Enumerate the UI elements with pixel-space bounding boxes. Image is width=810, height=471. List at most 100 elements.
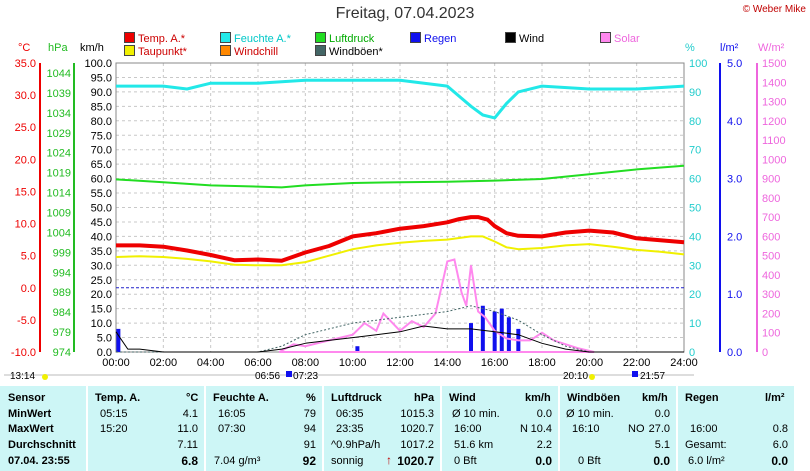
wind-tick-label: 40.0 <box>91 231 112 243</box>
moonrise-time: 07:23 <box>293 371 319 382</box>
temp-tick-label: 15.0 <box>15 186 36 198</box>
rain-tick-label: 3.0 <box>727 174 742 186</box>
x-tick-label: 08:00 <box>292 357 320 369</box>
legend-windboeen: Windböen* <box>315 45 383 58</box>
rain-tick-label: 2.0 <box>727 231 742 243</box>
copyright-label[interactable]: © Weber Mike <box>742 4 806 15</box>
luftdruck-trend: ^0.9hPa/h <box>331 439 381 451</box>
solar-tick-label: 1200 <box>762 116 786 128</box>
solar-line <box>278 258 595 353</box>
regen-head: Regen <box>685 392 719 404</box>
pressure-tick-label: 1014 <box>47 188 71 200</box>
pressure-tick-label: 994 <box>53 267 71 279</box>
feuchte-min-time: 16:05 <box>218 408 246 420</box>
unit-temp: °C <box>18 42 31 54</box>
solar-tick-label: 500 <box>762 251 780 263</box>
wind-tick-label: 80.0 <box>91 116 112 128</box>
feuchte-head: Feuchte A. <box>213 392 269 404</box>
moonrise-icon <box>286 371 292 377</box>
pressure-tick-label: 1044 <box>47 68 71 80</box>
humidity-tick-label: 40 <box>689 231 701 243</box>
temp-min-value: 4.1 <box>182 408 198 420</box>
temp-avg-value: 7.11 <box>177 439 198 451</box>
rain-bar <box>506 317 511 352</box>
wind-tick-label: 55.0 <box>91 188 112 200</box>
legend-temp: Temp. A.* <box>124 32 185 45</box>
x-tick-label: 10:00 <box>339 357 367 369</box>
now-sun-icon <box>42 374 48 380</box>
pressure-tick-label: 1004 <box>47 227 71 239</box>
humidity-tick-label: 20 <box>689 289 701 301</box>
sensor-row-current: 07.04. 23:55 <box>8 455 70 467</box>
sensor-row-max: MaxWert <box>8 423 54 435</box>
timeline-bar <box>4 374 694 376</box>
x-tick-label: 20:00 <box>576 357 604 369</box>
pressure-tick-label: 1034 <box>47 108 71 120</box>
dewpoint-line <box>115 235 685 267</box>
summary-wind-panel <box>442 386 558 471</box>
solar-tick-label: 200 <box>762 308 780 320</box>
x-tick-label: 06:00 <box>244 357 272 369</box>
regen-total-label: Gesamt: <box>685 439 727 451</box>
solar-tick-label: 600 <box>762 231 780 243</box>
x-tick-label: 04:00 <box>197 357 225 369</box>
summary-temp-panel <box>88 386 204 471</box>
temp-tick-label: 35.0 <box>15 58 36 70</box>
humidity-tick-label: 30 <box>689 260 701 272</box>
wind-tick-label: 70.0 <box>91 145 112 157</box>
rain-tick-label: 4.0 <box>727 116 742 128</box>
temp-tick-label: -10.0 <box>11 347 36 359</box>
wind-tick-label: 25.0 <box>91 275 112 287</box>
unit-pressure: hPa <box>48 42 68 54</box>
temp-tick-label: 10.0 <box>15 219 36 231</box>
x-tick-label: 16:00 <box>481 357 509 369</box>
windboeen-line <box>116 305 590 353</box>
wind-tick-label: 30.0 <box>91 260 112 272</box>
windboeen-bft: 0 Bft <box>578 455 601 467</box>
wind-tick-label: 50.0 <box>91 203 112 215</box>
sunrise-time: 06:56 <box>255 371 281 382</box>
solar-tick-label: 400 <box>762 270 780 282</box>
luftdruck-current-value: 1020.7 <box>397 454 434 468</box>
wind-max-value: 10.4 <box>530 423 552 435</box>
luftdruck-forecast: sonnig <box>331 455 364 467</box>
legend-windboeen-label: Windböen* <box>329 46 383 58</box>
wind-distance: 51.6 km <box>454 439 494 451</box>
summary-regen-panel <box>678 386 794 471</box>
humidity-tick-label: 50 <box>689 203 701 215</box>
moonset-time: 21:57 <box>640 371 666 382</box>
wind-tick-label: 75.0 <box>91 130 112 142</box>
windboeen-max-direction: NO <box>628 423 645 435</box>
wind-tick-label: 15.0 <box>91 304 112 316</box>
feuchte-max-value: 94 <box>303 423 316 435</box>
windboeen-avg10-label: Ø 10 min. <box>566 408 614 420</box>
legend-taupunkt-label: Taupunkt* <box>138 46 187 58</box>
pressure-tick-label: 1024 <box>47 148 71 160</box>
wind-avg10-label: Ø 10 min. <box>452 408 500 420</box>
rain-bar <box>469 323 473 352</box>
temp-min-time: 05:15 <box>100 408 128 420</box>
legend-wind: Wind <box>505 32 544 45</box>
legend-swatch-regen <box>410 32 421 43</box>
feuchte-max-time: 07:30 <box>218 423 246 435</box>
windboeen-current-value: 0.0 <box>653 454 670 468</box>
feuchte-abs-humidity: 7.04 g/m³ <box>214 455 261 467</box>
legend-solar: Solar <box>600 32 640 45</box>
wind-avg-value: 2.2 <box>536 439 552 451</box>
legend-windchill: Windchill <box>220 45 278 58</box>
chart-title: Freitag, 07.04.2023 <box>335 5 475 22</box>
temp-max-time: 15:20 <box>100 423 128 435</box>
rain-bar <box>480 305 485 352</box>
rain-tick-label: 5.0 <box>727 58 742 70</box>
unit-rain: l/m² <box>720 42 739 54</box>
legend-regen: Regen <box>410 32 456 45</box>
unit-wind: km/h <box>80 42 104 54</box>
rain-tick-label: 0.0 <box>727 347 742 359</box>
legend-swatch-feuchte <box>220 32 231 43</box>
temp-line <box>116 215 685 263</box>
rain-bar <box>355 346 360 352</box>
humidity-tick-label: 80 <box>689 116 701 128</box>
windboeen-avg10-value: 0.0 <box>654 408 670 420</box>
windboeen-max-value: 27.0 <box>648 423 670 435</box>
